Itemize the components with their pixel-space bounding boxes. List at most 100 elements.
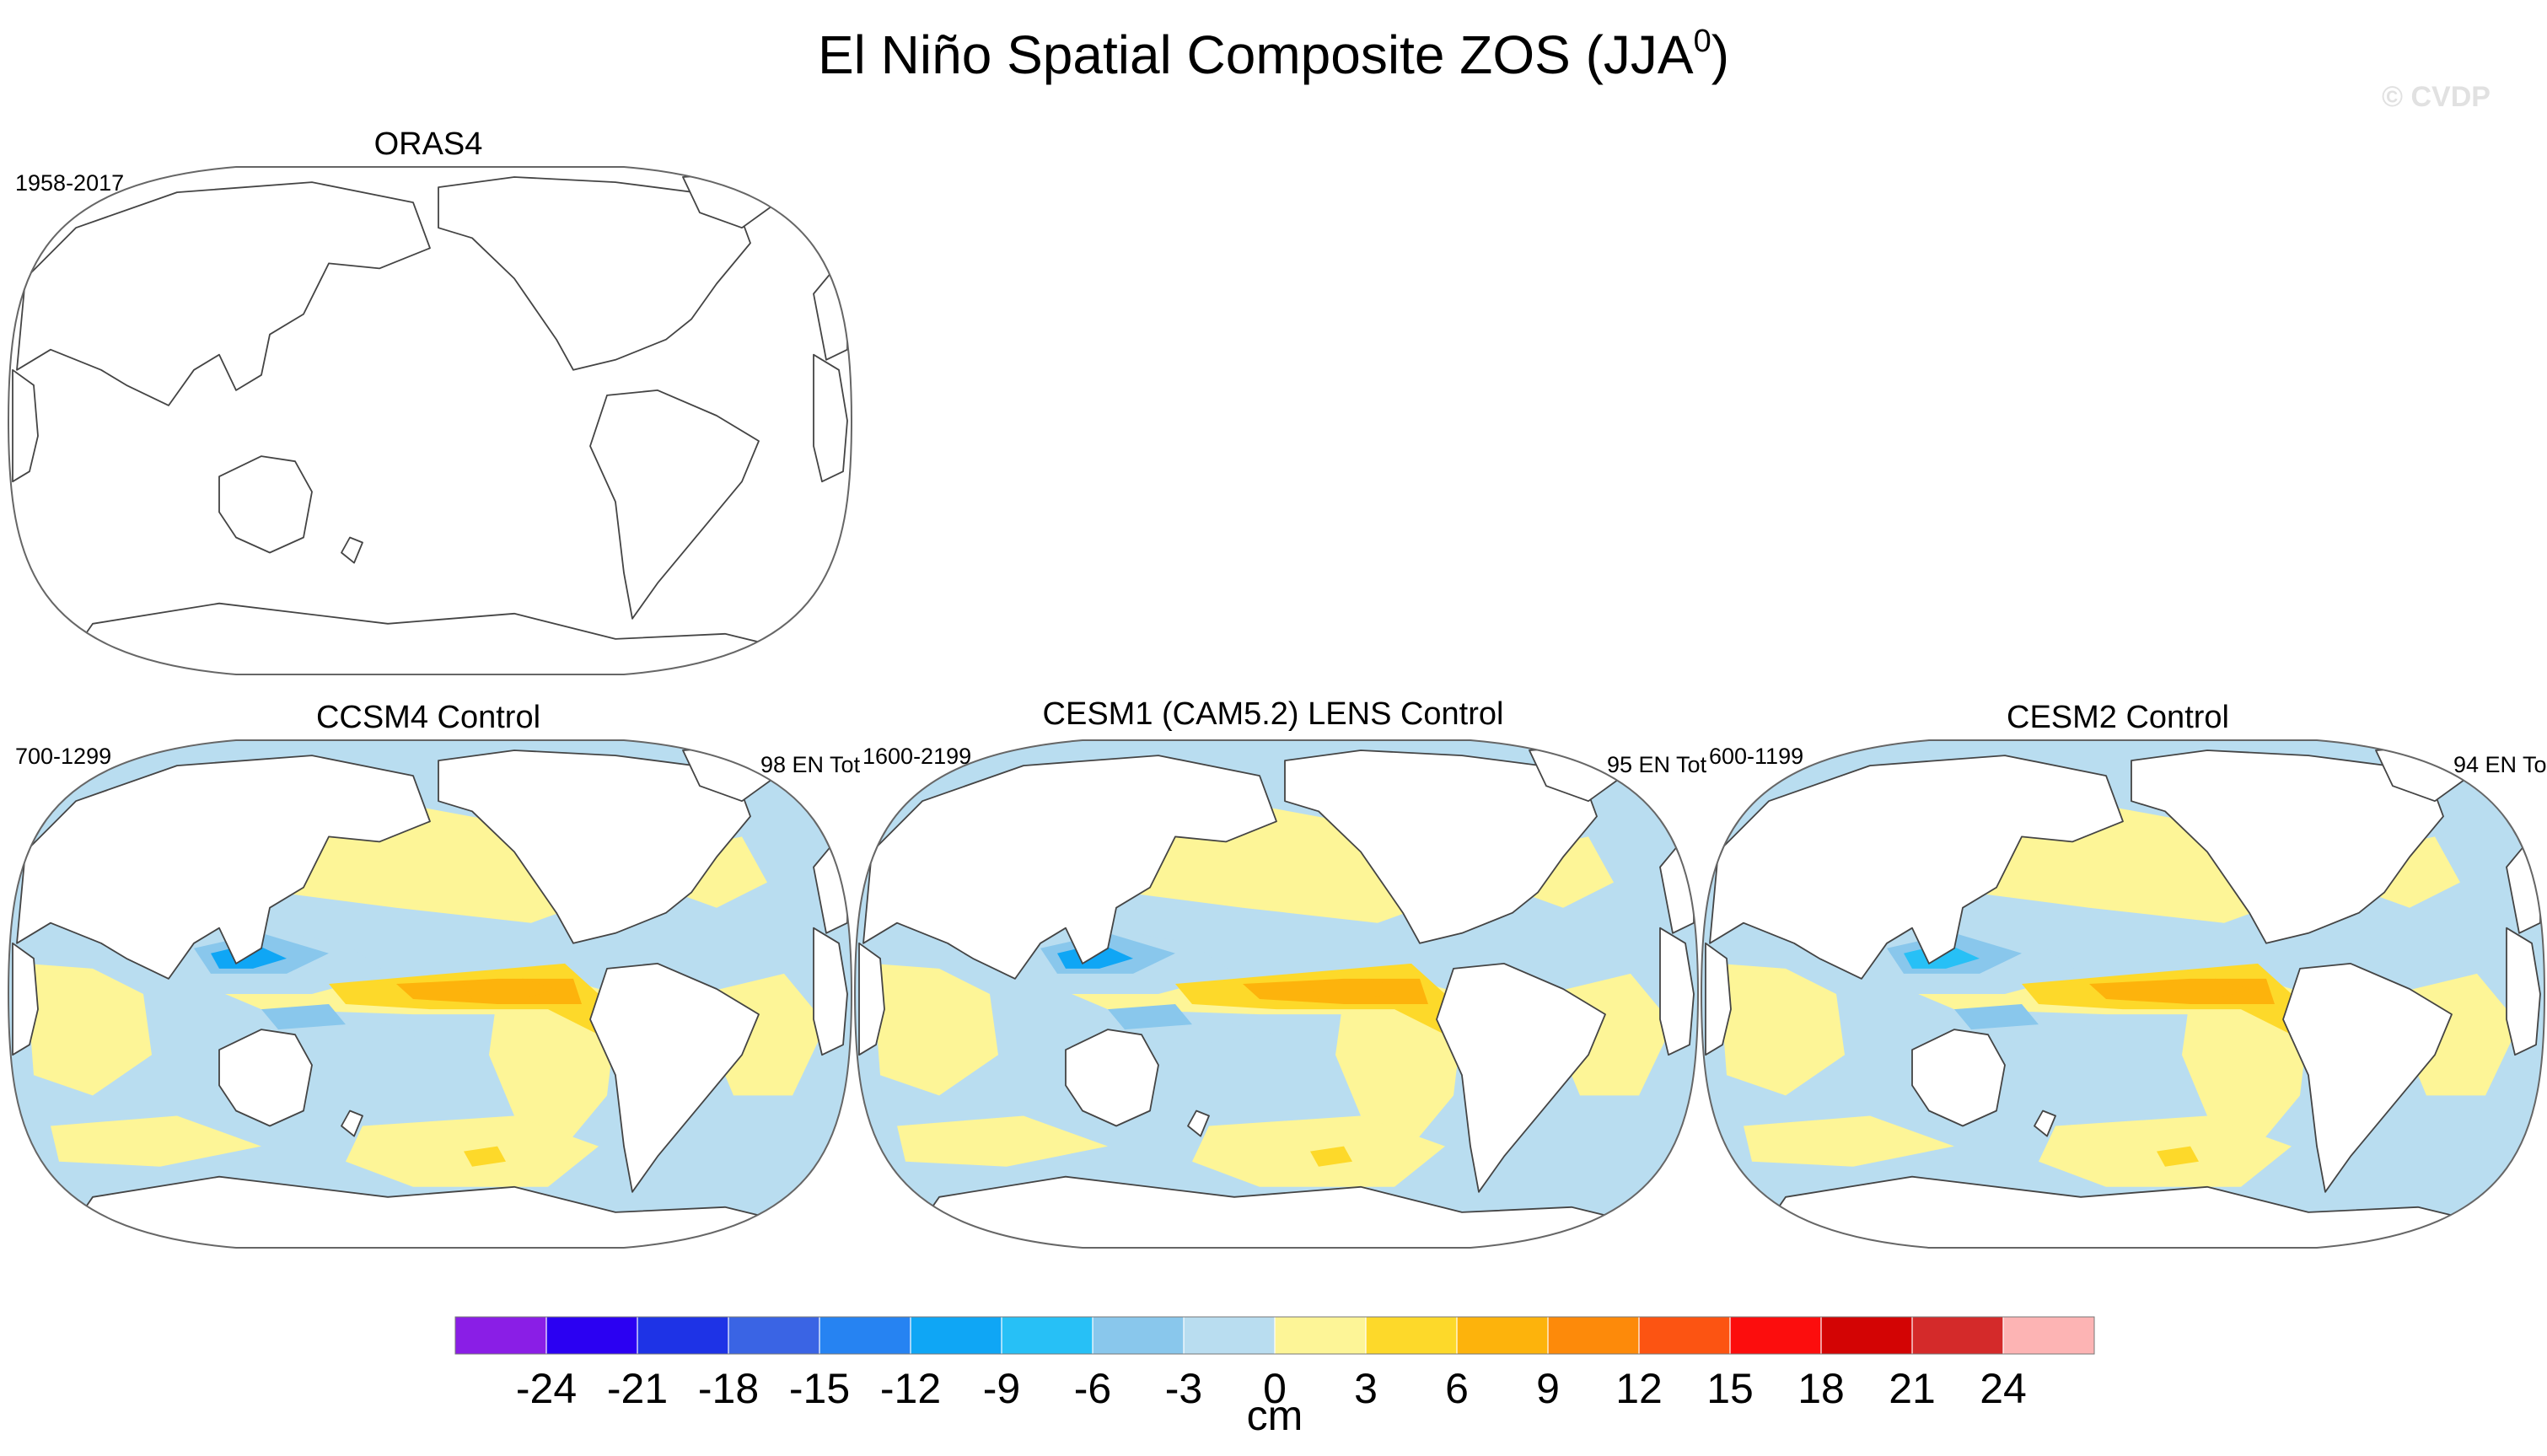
land-africaLeft-3 <box>1705 942 1732 1056</box>
colorbar-tick-label: 15 <box>1706 1365 1754 1412</box>
map-panel-2 <box>855 740 1698 1248</box>
land-nz-0 <box>341 536 363 564</box>
anomaly-contour-2-12 <box>1108 1004 1192 1030</box>
anomaly-contour-2-7 <box>897 1115 1108 1167</box>
land-nz-2 <box>1187 1109 1210 1137</box>
panel-title-cesm1: CESM1 (CAM5.2) LENS Control <box>1042 696 1504 732</box>
map-outline-0 <box>7 166 853 675</box>
anomaly-contour-3-7 <box>1744 1115 1954 1167</box>
colorbar-tick-label: -12 <box>879 1365 942 1412</box>
colorbar-tick-label: 12 <box>1615 1365 1663 1412</box>
land-asia-0 <box>16 181 431 406</box>
land-antarctica-3 <box>1743 1175 2503 1248</box>
map-outline-2 <box>853 739 1700 1249</box>
panel-title-cesm2: CESM2 Control <box>2007 700 2229 735</box>
colorbar-swatch-4 <box>819 1317 911 1354</box>
colorbar-swatch-6 <box>1002 1317 1093 1354</box>
colorbar-swatch-16 <box>1912 1317 2004 1354</box>
colorbar-tick-label: 18 <box>1797 1365 1845 1412</box>
colorbar-swatch-1 <box>546 1317 638 1354</box>
land-africaLeft-2 <box>858 942 885 1056</box>
colorbar-tick-label: 21 <box>1889 1365 1936 1412</box>
colorbar-tick-label: -3 <box>1164 1365 1203 1412</box>
panel-title-ccsm4: CCSM4 Control <box>315 700 541 735</box>
colorbar-tick-label: -15 <box>788 1365 851 1412</box>
anomaly-contour-1-7 <box>51 1115 261 1167</box>
land-australia-0 <box>218 455 313 554</box>
land-asia-3 <box>1709 755 2124 980</box>
land-africaLeft-0 <box>12 368 39 483</box>
colorbar-swatch-5 <box>911 1317 1002 1354</box>
map-outline-3 <box>1700 739 2546 1249</box>
colorbar-swatch-2 <box>637 1317 729 1354</box>
land-africaRight-3 <box>2506 927 2541 1056</box>
colorbar-tick-label: 9 <box>1536 1365 1560 1412</box>
colorbar-tick-label: 24 <box>1980 1365 2027 1412</box>
land-africaRight-1 <box>813 927 848 1056</box>
land-africaRight-0 <box>813 353 848 483</box>
land-northAmerica-1 <box>438 749 751 944</box>
map-panel-3 <box>1701 740 2544 1248</box>
anomaly-contour-2-16 <box>1310 1146 1352 1167</box>
colorbar-tick-label: -24 <box>515 1365 578 1412</box>
map-panel-0 <box>8 167 852 674</box>
panel-count-cesm1: 95 EN Tot <box>1607 752 1707 777</box>
land-southAmerica-1 <box>589 963 760 1193</box>
land-antarctica-2 <box>896 1175 1657 1248</box>
land-antarctica-1 <box>50 1175 810 1248</box>
map-panel-1 <box>8 740 852 1248</box>
colorbar-tick-label: 0 <box>1263 1365 1287 1412</box>
colorbar-unit: cm <box>1246 1392 1303 1439</box>
colorbar-tick-label: -21 <box>606 1365 669 1412</box>
land-northAmerica-2 <box>1284 749 1598 944</box>
land-southAmerica-2 <box>1436 963 1606 1193</box>
anomaly-contour-1-12 <box>261 1004 346 1030</box>
panel-years-ccsm4: 700-1299 <box>15 744 112 769</box>
colorbar-swatch-7 <box>1093 1317 1185 1354</box>
anomaly-contour-3-15 <box>2157 978 2249 999</box>
panel-count-cesm2: 94 EN To <box>2453 752 2547 777</box>
colorbar-swatch-10 <box>1366 1317 1458 1354</box>
colorbar-swatch-9 <box>1275 1317 1367 1354</box>
anomaly-contour-2-15 <box>1310 978 1403 999</box>
anomaly-contour-1-16 <box>464 1146 506 1167</box>
anomaly-contour-3-12 <box>1954 1004 2039 1030</box>
anomaly-contour-2-1 <box>872 963 998 1096</box>
colorbar-swatch-15 <box>1821 1317 1913 1354</box>
colorbar-swatch-0 <box>455 1317 547 1354</box>
land-africaRight-2 <box>1659 927 1695 1056</box>
anomaly-contour-1-15 <box>464 978 556 999</box>
colorbar-tick-label: 3 <box>1354 1365 1378 1412</box>
colorbar-swatch-13 <box>1639 1317 1731 1354</box>
land-northAmerica-0 <box>438 176 751 371</box>
colorbar-tick-label: -18 <box>697 1365 760 1412</box>
anomaly-contour-1-1 <box>25 963 152 1096</box>
cvdp-watermark: © CVDP <box>2382 81 2491 113</box>
land-antarctica-0 <box>50 602 810 674</box>
panel-years-cesm1: 1600-2199 <box>862 744 972 769</box>
colorbar-swatch-17 <box>2003 1317 2095 1354</box>
colorbar-swatch-14 <box>1730 1317 1822 1354</box>
colorbar-swatch-8 <box>1184 1317 1276 1354</box>
map-outline-1 <box>7 739 853 1249</box>
land-asia-2 <box>862 755 1277 980</box>
land-northAmerica-3 <box>2131 749 2444 944</box>
colorbar-swatch-3 <box>728 1317 820 1354</box>
land-nz-1 <box>341 1109 363 1137</box>
land-nz-3 <box>2034 1109 2056 1137</box>
colorbar-tick-label: -9 <box>982 1365 1021 1412</box>
panel-count-ccsm4: 98 EN Tot <box>760 752 861 777</box>
colorbar-tick-label: 6 <box>1445 1365 1469 1412</box>
land-asia-1 <box>16 755 431 980</box>
colorbar-tick-label: -6 <box>1073 1365 1112 1412</box>
panel-years-oras4: 1958-2017 <box>15 170 125 196</box>
land-africaLeft-1 <box>12 942 39 1056</box>
colorbar-swatch-11 <box>1457 1317 1549 1354</box>
anomaly-contour-3-16 <box>2157 1146 2199 1167</box>
land-southAmerica-0 <box>589 389 760 620</box>
land-southAmerica-3 <box>2282 963 2453 1193</box>
land-australia-3 <box>1911 1029 2006 1127</box>
colorbar-swatch-12 <box>1548 1317 1640 1354</box>
anomaly-contour-3-1 <box>1718 963 1845 1096</box>
